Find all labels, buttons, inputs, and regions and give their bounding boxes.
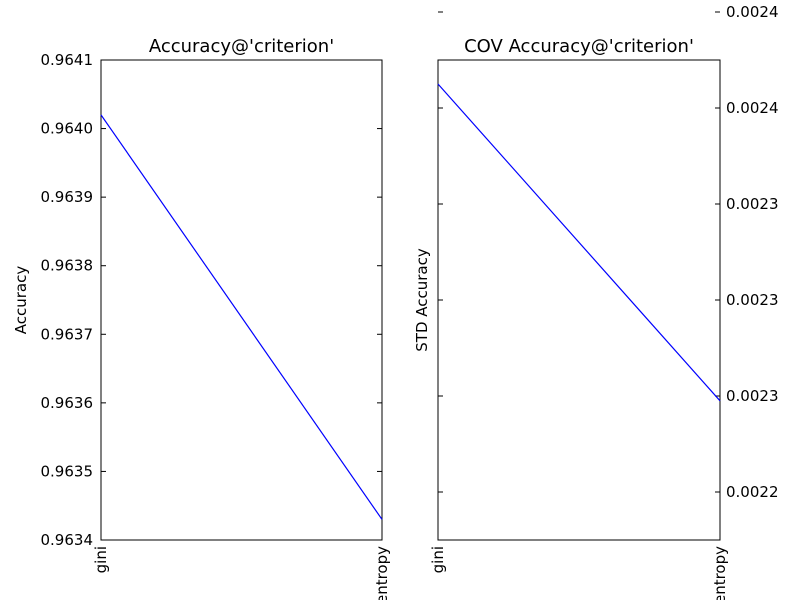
- y-tick-label: 0.0024: [726, 3, 779, 21]
- y-tick-label: 0.9637: [41, 325, 94, 343]
- series-accuracy: [100, 114, 383, 520]
- x-tick-label: entropy: [373, 546, 391, 600]
- y-tick-label: 0.0022: [726, 483, 779, 501]
- y-tick-label: 0.9636: [41, 394, 94, 412]
- y-axis-label-cov-accuracy: STD Accuracy: [413, 248, 431, 352]
- y-tick-label: 0.0023: [726, 387, 779, 405]
- series-cov-accuracy: [437, 83, 721, 402]
- x-tick-label: gini: [429, 546, 447, 573]
- y-tick-label: 0.9641: [41, 51, 94, 69]
- x-tick-label: gini: [92, 546, 110, 573]
- series-line: [437, 83, 721, 402]
- y-tick-label: 0.0024: [726, 99, 779, 117]
- y-tick-label: 0.0023: [726, 195, 779, 213]
- y-tick-label: 0.0023: [726, 291, 779, 309]
- x-ticks-cov-accuracy: gini entropy: [429, 60, 729, 600]
- chart-title-accuracy: Accuracy@'criterion': [149, 36, 334, 57]
- x-tick-label: entropy: [711, 546, 729, 600]
- y-tick-label: 0.9639: [41, 188, 94, 206]
- y-ticks-accuracy: 0.9634 0.9635 0.9636 0.9637 0.9638 0.9639 0.96…: [41, 51, 382, 549]
- chart-accuracy: Accuracy@'criterion' Accuracy 0.96340.96…: [12, 36, 391, 600]
- y-tick-label: 0.9638: [41, 257, 94, 275]
- y-axis-label-accuracy: Accuracy: [12, 266, 30, 335]
- chart-title-cov-accuracy: COV Accuracy@'criterion': [464, 36, 694, 57]
- chart-cov-accuracy: COV Accuracy@'criterion' STD Accuracy 0.…: [413, 3, 779, 600]
- y-tick-label: 0.9635: [41, 462, 94, 480]
- plot-frame-cov-accuracy: [437, 59, 721, 541]
- y-ticks-cov-accuracy: 0.00220.00230.00230.00230.00240.00240.00…: [438, 3, 779, 501]
- y-tick-label: 0.9634: [41, 531, 94, 549]
- series-line: [100, 114, 383, 520]
- y-tick-label: 0.9640: [41, 120, 94, 138]
- plot-frame-accuracy: [100, 59, 383, 541]
- x-ticks-accuracy: gini entropy: [92, 60, 391, 600]
